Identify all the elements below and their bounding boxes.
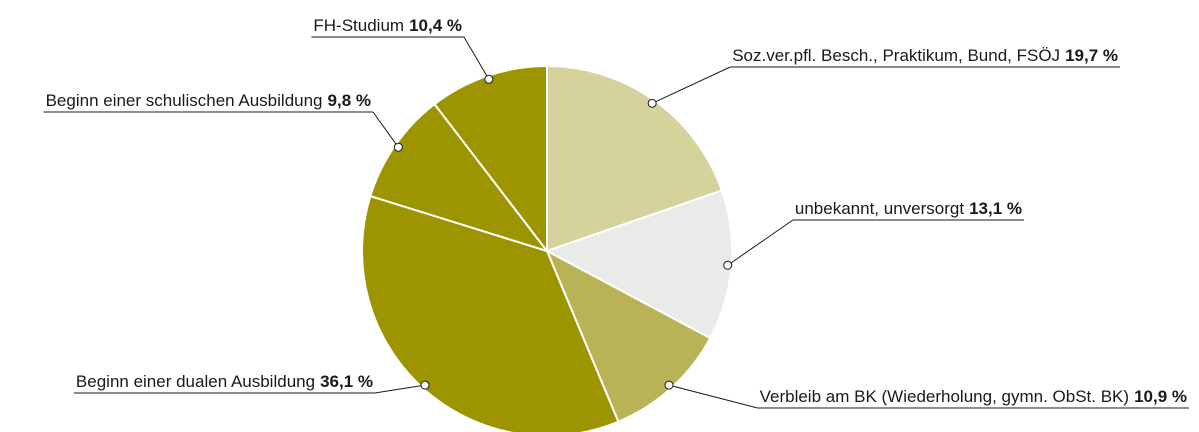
slice-label: FH-Studium 10,4 % <box>313 16 462 35</box>
category-label: Soz.ver.pfl. Besch., Praktikum, Bund, FS… <box>732 46 1060 65</box>
category-label: Beginn einer schulischen Ausbildung <box>46 91 323 110</box>
value-label: 10,4 % <box>409 16 462 35</box>
leader-dot <box>393 142 403 152</box>
leader-dot <box>420 380 430 390</box>
slice-label: Beginn einer schulischen Ausbildung 9,8 % <box>46 91 371 110</box>
value-label: 19,7 % <box>1065 46 1118 65</box>
value-label: 10,9 % <box>1134 387 1187 406</box>
slice-label: Soz.ver.pfl. Besch., Praktikum, Bund, FS… <box>732 46 1118 65</box>
slice-label: Verbleib am BK (Wiederholung, gymn. ObSt… <box>760 387 1187 406</box>
leader-dot <box>484 74 494 84</box>
leader-dot <box>664 380 674 390</box>
category-label: Beginn einer dualen Ausbildung <box>76 372 315 391</box>
category-label: FH-Studium <box>313 16 404 35</box>
slice-label: unbekannt, unversorgt 13,1 % <box>795 199 1022 218</box>
leader-line <box>374 384 426 394</box>
leader-dot <box>647 98 657 108</box>
value-label: 9,8 % <box>328 91 371 110</box>
value-label: 36,1 % <box>320 372 373 391</box>
leader-dot <box>723 260 733 270</box>
leader-line <box>651 66 731 104</box>
leader-line <box>727 219 794 266</box>
value-label: 13,1 % <box>969 199 1022 218</box>
category-label: Verbleib am BK (Wiederholung, gymn. ObSt… <box>760 387 1129 406</box>
leader-line <box>668 384 758 409</box>
leader-line <box>372 111 399 148</box>
category-label: unbekannt, unversorgt <box>795 199 964 218</box>
slice-label: Beginn einer dualen Ausbildung 36,1 % <box>76 372 373 391</box>
leader-line <box>463 36 490 80</box>
